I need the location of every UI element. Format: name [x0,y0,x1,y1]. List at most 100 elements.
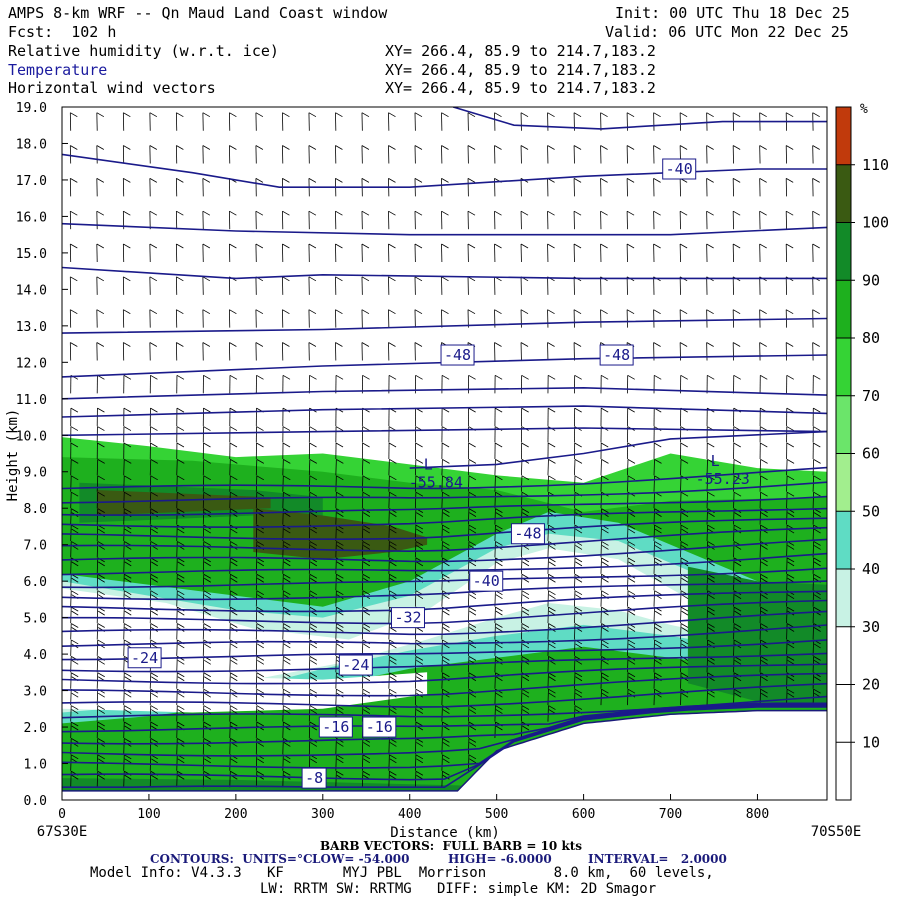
y-tick-label: 3.0 [24,685,47,700]
colorbar-segment [836,569,851,627]
wind-barb [335,407,344,427]
isotherm [62,610,827,636]
wind-barb [123,442,132,459]
wind-barb [229,442,238,459]
contour-label: -8 [301,767,327,789]
wind-barb [176,672,185,689]
init-time: Init: 00 UTC Thu 18 Dec 25 [615,4,850,22]
wind-barb [96,459,105,476]
y-tick-label: 5.0 [24,612,47,627]
wind-barb [308,426,317,443]
wind-barb [494,342,502,361]
wind-barb [547,557,556,574]
wind-barb [149,276,158,295]
field-rh-label: Relative humidity (w.r.t. ice) [8,42,279,60]
colorbar-label: 80 [862,329,880,347]
wind-barb [441,145,449,164]
x-tick-label: 800 [746,807,769,822]
wind-barb [122,178,131,197]
wind-barb [175,309,184,328]
wind-barb [96,145,105,164]
wind-barb [96,342,105,361]
wind-barb [335,374,344,394]
model-info: Model Info: V4.3.3 KF MYJ PBL Morrison 8… [90,865,714,881]
wind-barb [468,374,476,394]
y-tick-label: 2.0 [24,721,47,736]
wind-barb [706,426,715,443]
wind-barb [335,309,343,328]
contour-label: -24 [338,654,373,676]
wind-barb [414,210,423,230]
y-tick-label: 15.0 [16,247,47,262]
wind-barb [202,459,211,476]
wind-barb [547,309,555,328]
contour-label: -48 [510,523,545,545]
wind-barb [176,459,185,476]
isotherm [62,552,827,576]
wind-barb [706,491,715,509]
wind-barb [521,475,530,492]
wind-barb [69,210,78,230]
wind-barb [467,276,476,295]
wind-barb [547,459,556,476]
wind-barb [70,442,79,459]
isotherm [62,624,827,647]
colorbar-label: 50 [862,502,880,520]
wind-barb [123,705,132,722]
y-tick-label: 6.0 [24,575,47,590]
wind-barb [335,459,344,476]
wind-barb [308,672,318,689]
colorbar-label: 70 [862,387,880,405]
field-rh-xy: XY= 266.4, 85.9 to 214.7,183.2 [385,42,656,60]
wind-barb [69,309,78,328]
wind-barb [229,491,238,509]
wind-barb [308,475,318,492]
wind-barb [282,112,290,131]
wind-barb [547,442,556,459]
x-left-endpoint: 67S30E [37,824,88,840]
wind-barb [812,491,821,509]
wind-barb [494,606,503,624]
wind-barb [626,145,635,164]
isotherm [62,495,827,516]
wind-barb [521,590,530,607]
wind-barb [812,374,821,394]
wind-barb [679,276,688,295]
wind-barb [70,721,79,739]
wind-barb [812,557,821,574]
y-tick-label: 12.0 [16,356,47,371]
wind-barb [388,475,397,492]
colorbar-segment [836,511,851,569]
wind-barb [759,178,767,197]
wind-barb [149,112,158,131]
wind-barb [414,145,423,164]
contour-label: -40 [469,570,504,592]
wind-barb [175,178,184,197]
wind-barb [785,178,794,197]
wind-barb [255,655,265,673]
isotherm [62,567,827,589]
wind-barb [69,276,78,295]
wind-barb [786,475,795,492]
wind-barb [468,407,476,427]
wind-barb [812,342,820,361]
wind-barb [308,112,317,131]
wind-barb [96,243,105,263]
wind-barb [414,342,423,361]
x-tick-label: 400 [398,807,421,822]
wind-barb [149,407,158,427]
y-axis-title: Height (km) [5,409,21,502]
wind-barb [679,210,688,230]
wind-barb [388,309,396,328]
wind-barb [441,243,449,263]
wind-barb [547,475,556,492]
wind-barb [653,541,662,558]
wind-barb [600,407,609,427]
wind-barb [414,655,424,673]
wind-barb [361,541,371,558]
y-axis: 0.0 1.0 2.0 3.0 4.0 5.0 6.0 7.0 8.0 9.0 10.0 11.0 12… [16,101,68,809]
wind-barb [600,672,609,689]
wind-barb [706,407,715,427]
wind-barb [786,459,795,476]
isotherm [62,466,827,490]
